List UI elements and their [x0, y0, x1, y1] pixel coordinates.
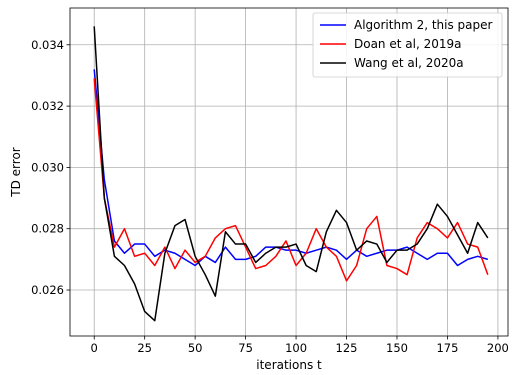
legend-label-1: Doan et al, 2019a [354, 37, 461, 51]
y-tick-label: 0.030 [31, 160, 64, 174]
x-tick-label: 75 [238, 341, 253, 355]
legend-label-2: Wang et al, 2020a [354, 56, 464, 70]
x-tick-label: 100 [285, 341, 307, 355]
y-tick-label: 0.032 [31, 99, 64, 113]
plot-frame [69, 7, 509, 337]
x-axis-label: iterations t [256, 358, 322, 372]
y-tick-label: 0.026 [31, 283, 64, 297]
legend: Algorithm 2, this paper Doan et al, 2019a… [312, 12, 503, 78]
x-tick-label: 175 [436, 341, 458, 355]
x-tick-label: 25 [137, 341, 152, 355]
x-tick-label: 150 [386, 341, 408, 355]
series-line-2 [93, 26, 489, 322]
series-layer [93, 26, 489, 322]
x-tick-label: 125 [336, 341, 358, 355]
axis-ticks: 0 25 50 75 100 125 150 175 200 0.026 0.028 0.030 0.0… [31, 38, 509, 355]
y-tick-label: 0.034 [31, 38, 64, 52]
x-tick-label: 50 [188, 341, 203, 355]
legend-box [312, 12, 503, 78]
series-line-0 [93, 69, 489, 267]
y-axis-label: TD error [9, 147, 23, 198]
x-tick-label: 200 [487, 341, 509, 355]
x-tick-label: 0 [91, 341, 98, 355]
y-tick-label: 0.028 [31, 222, 64, 236]
legend-label-0: Algorithm 2, this paper [354, 18, 493, 32]
series-line-1 [93, 78, 489, 282]
